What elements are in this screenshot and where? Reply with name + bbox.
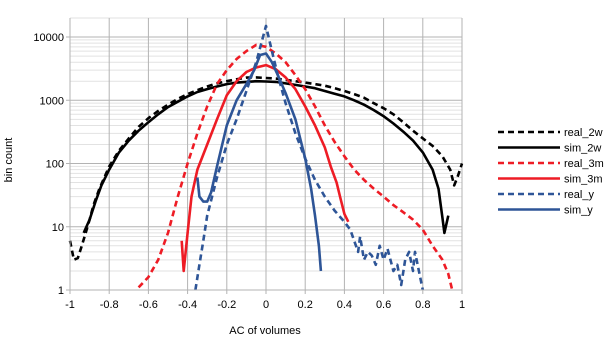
- series-line-real-2w: [68, 76, 464, 262]
- legend-label: real_2w: [564, 127, 603, 139]
- x-tick-label: 0.4: [337, 299, 352, 311]
- series-line-sim-y: [196, 52, 323, 272]
- legend: real_2w sim_2w real_3m sim_3m real_y sim_y: [498, 127, 604, 217]
- series-line-sim-3m: [180, 63, 350, 273]
- legend-label: sim_2w: [564, 143, 601, 155]
- x-tick-label: 0.6: [376, 299, 391, 311]
- x-tick-label: 0.2: [298, 299, 313, 311]
- series-line-sim-2w: [82, 79, 450, 235]
- grid-lines: [66, 17, 463, 294]
- series-layer: [68, 24, 464, 291]
- series-line-real-y: [194, 24, 425, 291]
- x-tick-label: -0.6: [139, 299, 158, 311]
- x-tick-label: -0.8: [100, 299, 119, 311]
- y-tick-label: 10: [52, 222, 64, 234]
- x-tick-label: 0: [263, 299, 269, 311]
- x-tick-label: -0.2: [217, 299, 236, 311]
- legend-label: real_3m: [564, 158, 604, 170]
- y-tick-label: 1000: [40, 95, 64, 107]
- x-tick-label: -0.4: [178, 299, 197, 311]
- tick-labels: 1 10 100 1000 10000 -1 -0.8 -0.6 -0.4 -0.2 0 0.2 0.4…: [33, 32, 465, 311]
- legend-label: real_y: [564, 189, 594, 201]
- y-axis-label: bin count: [3, 138, 15, 183]
- x-tick-label: 0.8: [415, 299, 430, 311]
- legend-label: sim_y: [564, 205, 593, 217]
- y-tick-label: 1: [58, 285, 64, 297]
- x-tick-label: 1: [459, 299, 465, 311]
- x-axis-label: AC of volumes: [229, 325, 301, 337]
- x-tick-label: -1: [65, 299, 75, 311]
- axes: [69, 18, 462, 291]
- y-tick-label: 10000: [33, 32, 64, 44]
- series-line-real-3m: [137, 43, 454, 291]
- legend-label: sim_3m: [564, 174, 603, 186]
- y-tick-label: 100: [46, 159, 64, 171]
